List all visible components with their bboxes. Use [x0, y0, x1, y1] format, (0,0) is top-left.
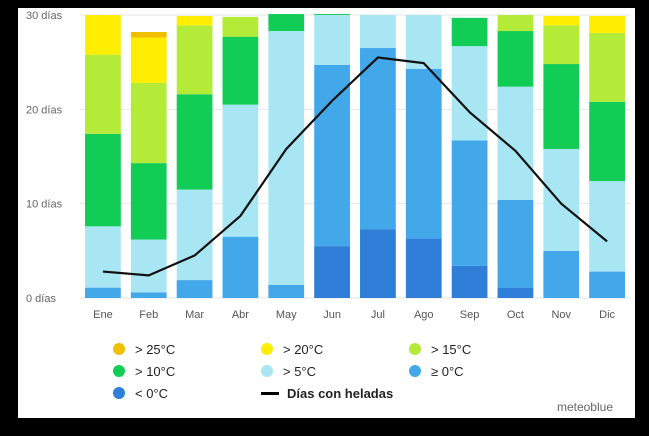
bar-dic-series-2: [589, 181, 625, 272]
bar-jun-series-2: [314, 15, 350, 65]
bar-may-series-1: [268, 284, 305, 298]
legend-label-gt25: > 25°C: [135, 341, 176, 357]
bar-oct-series-2: [497, 86, 534, 200]
bar-ene-series-5: [85, 15, 121, 55]
bar-oct-series-4: [497, 15, 534, 32]
legend-swatch-gt5: [261, 365, 273, 377]
bar-dic-series-1: [589, 271, 625, 298]
legend-label-gt20: > 20°C: [283, 341, 324, 357]
legend-label-frost-days: Días con heladas: [287, 385, 394, 401]
x-tick-label-ago: Ago: [414, 309, 434, 321]
bar-feb-series-5: [130, 37, 167, 83]
legend-item-gt5[interactable]: > 5°C: [261, 363, 409, 379]
legend-item-lt0[interactable]: < 0°C: [113, 385, 261, 401]
legend-item-gt15[interactable]: > 15°C: [409, 341, 557, 357]
x-tick-label-ene: Ene: [93, 309, 113, 321]
chart-canvas: 0 días 10 días 20 días 30 días Ene Feb Mar Abr M…: [26, 10, 630, 321]
bar-nov-series-3: [543, 64, 580, 149]
bar-nov-series-2: [543, 148, 580, 251]
bar-abr-series-3: [222, 36, 259, 105]
bar-mar-series-3: [176, 94, 213, 190]
meteoblue-watermark: meteoblue: [556, 400, 613, 414]
x-tick-label-jul: Jul: [371, 309, 385, 321]
legend-swatch-gt10: [113, 365, 125, 377]
x-tick-label-oct: Oct: [507, 309, 524, 321]
bar-abr-series-1: [222, 236, 259, 298]
bar-sep-series-2: [451, 46, 488, 141]
y-tick-label-0: 0 días: [26, 293, 56, 305]
legend-swatch-gt20: [261, 343, 273, 355]
bar-dic-series-4: [589, 32, 625, 102]
bar-mar-series-5: [176, 15, 213, 26]
bar-sep-series-0: [451, 265, 488, 298]
bar-oct-series-0: [497, 287, 534, 298]
bar-jul-series-1: [360, 48, 396, 230]
legend-swatch-gt25: [113, 343, 125, 355]
legend-swatch-frost-line: [261, 391, 279, 395]
chart-legend: > 25°C > 20°C > 15°C > 10°C > 5°C ≥ 0°C …: [113, 341, 553, 401]
legend-label-gt5: > 5°C: [283, 363, 317, 379]
bar-ene-series-3: [85, 133, 121, 227]
bar-may-series-2: [268, 31, 305, 285]
bar-ene-series-2: [85, 226, 121, 288]
legend-item-gt20[interactable]: > 20°C: [261, 341, 409, 357]
x-tick-label-jun: Jun: [323, 309, 341, 321]
bar-may-series-3: [268, 14, 305, 32]
bar-ago-series-0: [405, 238, 442, 298]
bar-nov-series-1: [543, 250, 580, 298]
bar-feb-series-4: [130, 82, 167, 164]
legend-label-gt10: > 10°C: [135, 363, 176, 379]
legend-label-ge0: ≥ 0°C: [431, 363, 464, 379]
bar-abr-series-4: [222, 16, 259, 37]
bar-feb-series-2: [130, 239, 167, 293]
legend-item-gt25[interactable]: > 25°C: [113, 341, 261, 357]
legend-item-ge0[interactable]: ≥ 0°C: [409, 363, 557, 379]
bar-mar-series-1: [176, 280, 213, 298]
x-tick-label-feb: Feb: [139, 309, 158, 321]
x-tick-label-sep: Sep: [460, 309, 480, 321]
y-tick-label-2: 20 días: [26, 104, 63, 116]
bar-ene-series-1: [85, 287, 121, 298]
x-tick-label-nov: Nov: [551, 309, 571, 321]
x-tick-label-mar: Mar: [185, 309, 204, 321]
bar-jun-series-0: [314, 246, 350, 298]
bar-ago-series-1: [405, 68, 442, 239]
x-tick-label-may: May: [276, 309, 297, 321]
legend-label-gt15: > 15°C: [431, 341, 472, 357]
y-tick-label-3: 30 días: [26, 10, 63, 22]
y-tick-label-1: 10 días: [26, 199, 63, 211]
bar-feb-series-6: [130, 31, 167, 38]
bar-jun-series-1: [314, 65, 350, 247]
bar-nov-series-4: [543, 25, 580, 65]
bar-mar-series-4: [176, 25, 213, 95]
x-tick-label-abr: Abr: [232, 309, 249, 321]
bar-sep-series-1: [451, 140, 488, 266]
x-tick-label-dic: Dic: [599, 309, 615, 321]
bar-ene-series-4: [85, 54, 121, 134]
bar-oct-series-3: [497, 31, 534, 87]
legend-swatch-ge0: [409, 365, 421, 377]
chart-frame: 0 días 10 días 20 días 30 días Ene Feb Mar Abr M…: [18, 8, 635, 418]
bar-feb-series-1: [130, 292, 167, 298]
legend-item-gt10[interactable]: > 10°C: [113, 363, 261, 379]
bar-mar-series-2: [176, 189, 213, 281]
bar-jul-series-2: [360, 15, 396, 49]
legend-swatch-gt15: [409, 343, 421, 355]
bar-dic-series-3: [589, 101, 625, 182]
legend-label-lt0: < 0°C: [135, 385, 169, 401]
legend-item-frost-days[interactable]: Días con heladas: [261, 385, 409, 401]
frost-days-line: [102, 56, 608, 277]
legend-swatch-lt0: [113, 387, 125, 399]
bar-ago-series-2: [405, 15, 442, 69]
bar-feb-series-3: [130, 163, 167, 240]
bar-jun-series-3: [314, 14, 350, 15]
bar-oct-series-1: [497, 199, 534, 288]
bar-jul-series-0: [360, 229, 396, 298]
bar-dic-series-5: [589, 15, 625, 33]
bar-nov-series-5: [543, 15, 580, 26]
bar-sep-series-3: [451, 17, 488, 47]
